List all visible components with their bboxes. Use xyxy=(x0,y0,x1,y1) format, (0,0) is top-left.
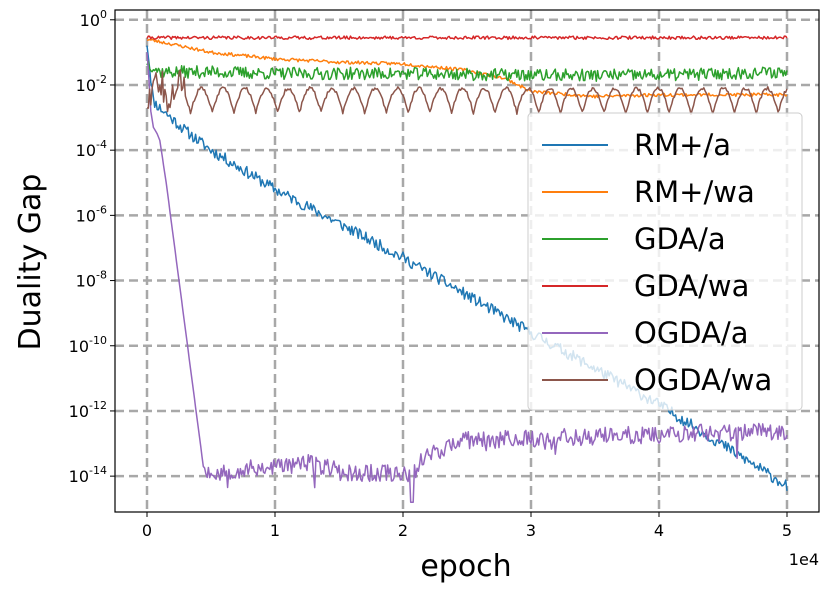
plot-frame xyxy=(114,9,820,513)
y-tick-base: 10 xyxy=(76,141,96,160)
y-tick-base: 10 xyxy=(76,76,96,95)
y-tick-exponent: -8 xyxy=(96,269,107,282)
x-tick-label: 4 xyxy=(654,521,664,540)
x-axis-scale-label: 1e4 xyxy=(789,550,819,569)
legend-label-ogda-wa: OGDA/wa xyxy=(634,363,772,397)
y-tick-base: 10 xyxy=(69,402,89,421)
y-tick-label: 10-10 xyxy=(69,334,107,356)
x-tick-label: 5 xyxy=(782,521,792,540)
series-group xyxy=(146,35,788,503)
y-tick-label: 10-14 xyxy=(69,464,107,486)
y-tick-exponent: 0 xyxy=(100,8,107,21)
y-tick-exponent: -12 xyxy=(89,399,107,412)
y-tick-label: 100 xyxy=(80,8,107,30)
y-tick-base: 10 xyxy=(69,467,89,486)
x-axis: 0 1 2 3 4 5 xyxy=(142,512,792,540)
y-tick-exponent: -6 xyxy=(96,203,107,216)
series-line-ogda-wa xyxy=(146,69,788,116)
x-tick-label: 2 xyxy=(398,521,408,540)
legend-label-rm-wa: RM+/wa xyxy=(634,175,755,209)
y-tick-base: 10 xyxy=(69,337,89,356)
y-tick-label: 10-4 xyxy=(76,138,107,160)
legend-frame xyxy=(527,112,803,411)
series-line-gda-a xyxy=(146,60,788,82)
y-tick-base: 10 xyxy=(76,206,96,225)
legend-label-gda-wa: GDA/wa xyxy=(634,269,749,303)
series-line-rm-a xyxy=(146,45,788,491)
y-tick-label: 10-6 xyxy=(76,203,107,225)
legend-label-gda-a: GDA/a xyxy=(634,222,726,256)
y-tick-base: 10 xyxy=(76,272,96,291)
y-tick-exponent: -14 xyxy=(89,464,107,477)
x-tick-label: 0 xyxy=(142,521,152,540)
y-axis-label: Duality Gap xyxy=(13,174,48,351)
x-axis-label: epoch xyxy=(420,549,511,584)
y-tick-exponent: -4 xyxy=(96,138,107,151)
y-tick-label: 10-8 xyxy=(76,269,107,291)
legend-label-rm-a: RM+/a xyxy=(634,128,731,162)
y-tick-label: 10-2 xyxy=(76,73,107,95)
x-tick-label: 3 xyxy=(526,521,536,540)
legend: RM+/a RM+/wa GDA/a GDA/wa OGDA/a OGDA/wa xyxy=(527,112,803,411)
y-tick-base: 10 xyxy=(80,11,100,30)
legend-label-ogda-a: OGDA/a xyxy=(634,316,749,350)
grid-lines xyxy=(115,10,819,512)
x-tick-label: 1 xyxy=(270,521,280,540)
series-line-ogda-a xyxy=(146,52,788,503)
y-tick-exponent: -2 xyxy=(96,73,107,86)
y-tick-label: 10-12 xyxy=(69,399,107,421)
y-tick-exponent: -10 xyxy=(89,334,107,347)
series-line-gda-wa xyxy=(146,35,788,41)
